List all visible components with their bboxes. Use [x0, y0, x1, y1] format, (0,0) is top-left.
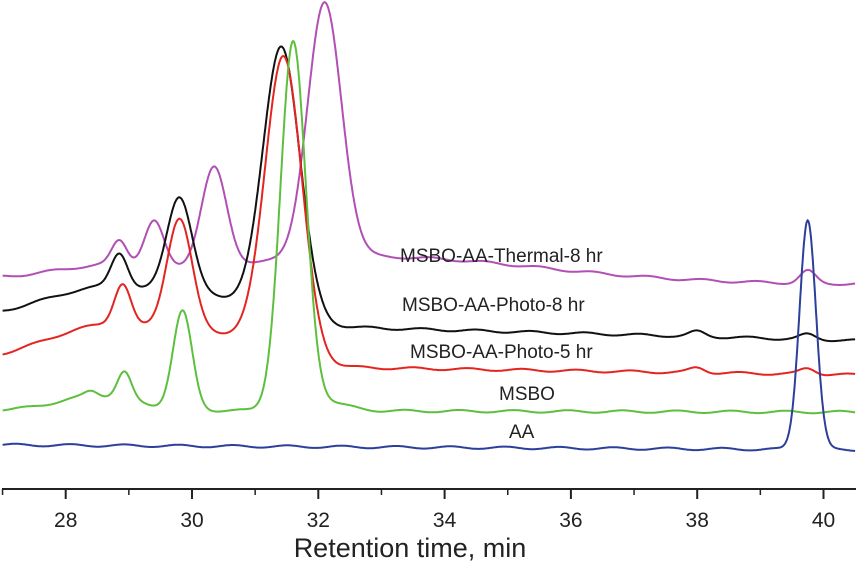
x-tick-label: 38 — [686, 509, 709, 532]
series-label-thermal-8hr: MSBO-AA-Thermal-8 hr — [400, 246, 603, 267]
series-label-photo-8hr: MSBO-AA-Photo-8 hr — [402, 295, 585, 316]
series-line-msbo — [2, 39, 856, 415]
series-line-aa — [2, 218, 856, 452]
x-tick-label: 32 — [307, 509, 330, 532]
series-labels: MSBO-AA-Thermal-8 hr MSBO-AA-Photo-8 hr … — [400, 246, 603, 443]
x-tick-label: 36 — [559, 509, 582, 532]
series-line-msbo-aa-photo-5-hr — [2, 55, 856, 377]
series-line-msbo-aa-photo-8-hr — [2, 45, 856, 343]
x-axis-ticks: 28 30 32 34 36 38 40 — [1, 489, 835, 532]
series-line-msbo-aa-thermal-8-hr — [2, 1, 856, 286]
x-axis-title: Retention time, min — [294, 533, 527, 562]
x-tick-label: 34 — [433, 509, 457, 532]
x-tick-label: 28 — [54, 509, 77, 532]
series-label-photo-5hr: MSBO-AA-Photo-5 hr — [410, 342, 593, 363]
series-label-msbo: MSBO — [499, 384, 555, 405]
series-label-aa: AA — [509, 422, 535, 443]
series-curves — [2, 1, 856, 452]
x-tick-label: 30 — [180, 509, 203, 532]
x-tick-label: 40 — [812, 509, 835, 532]
